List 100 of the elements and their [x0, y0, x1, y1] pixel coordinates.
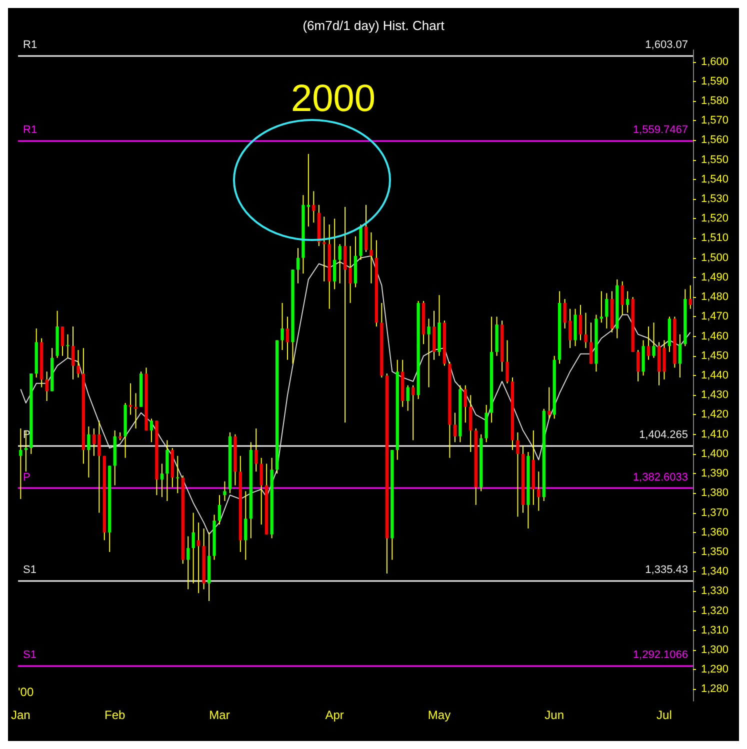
- candlestick: [678, 334, 682, 378]
- candlestick: [469, 394, 472, 452]
- candlestick: [537, 471, 540, 512]
- y-tick-label: 1,410: [701, 428, 729, 440]
- x-tick-label: Mar: [209, 708, 230, 722]
- candlestick: [160, 463, 164, 498]
- y-tick-label: 1,320: [701, 604, 729, 617]
- candlestick: [584, 312, 588, 349]
- candlestick: [192, 512, 195, 584]
- candlestick: [322, 216, 326, 282]
- ref-line-label: R1: [23, 124, 38, 136]
- y-tick-label: 1,390: [701, 468, 729, 480]
- y-tick-label: 1,280: [701, 683, 729, 696]
- candlestick: [589, 322, 593, 364]
- candlestick: [223, 480, 226, 502]
- candlestick: [453, 412, 457, 443]
- candlestick: [312, 190, 316, 224]
- x-tick-label: Feb: [104, 708, 126, 722]
- annotation: 2000: [291, 78, 376, 120]
- candlestick: [427, 318, 430, 388]
- candlestick: [286, 316, 290, 360]
- y-tick-label: 1,500: [701, 252, 729, 264]
- candlestick: [506, 340, 509, 384]
- annotation: 1,382.6033: [632, 472, 688, 484]
- annotation: 1,335.43: [645, 564, 688, 576]
- candlestick: [87, 426, 90, 478]
- candlestick: [244, 490, 248, 560]
- annotation: 1,292.1066: [632, 648, 688, 661]
- candlestick: [196, 522, 200, 594]
- candlestick: [134, 392, 138, 429]
- y-tick-label: 1,590: [701, 75, 729, 88]
- candlestick: [338, 244, 342, 284]
- y-tick-label: 1,540: [701, 173, 729, 186]
- ref-line-label: R1: [23, 39, 38, 52]
- y-tick-label: 1,520: [701, 212, 729, 225]
- annotation: 1,559.7467: [632, 124, 688, 136]
- y-tick-label: 1,450: [701, 350, 729, 362]
- y-tick-label: 1,480: [701, 291, 729, 304]
- y-tick-label: 1,600: [701, 56, 729, 68]
- candlestick: [306, 153, 310, 227]
- y-tick-label: 1,360: [701, 526, 729, 538]
- ref-line-label: S1: [23, 648, 37, 661]
- candlestick: [98, 420, 101, 514]
- candlestick: [218, 494, 222, 526]
- x-tick-label: Jul: [656, 708, 672, 722]
- candlestick: [662, 340, 666, 380]
- y-tick-label: 1,370: [701, 506, 729, 519]
- candlestick: [605, 292, 608, 329]
- x-tick-label: May: [428, 708, 451, 722]
- candlestick: [71, 326, 75, 380]
- candlestick: [343, 206, 347, 424]
- candlestick: [688, 284, 692, 310]
- y-tick-label: 1,570: [701, 114, 729, 127]
- candlestick: [364, 204, 368, 252]
- x-tick-label: Jun: [544, 708, 564, 722]
- y-tick-label: 1,510: [701, 232, 729, 244]
- y-tick-label: 1,530: [701, 193, 729, 206]
- candlestick: [186, 536, 190, 590]
- candlestick: [333, 218, 336, 290]
- y-tick-label: 1,580: [701, 94, 729, 107]
- candlestick: [254, 428, 258, 472]
- candlestick: [568, 308, 572, 349]
- candlestick: [176, 455, 180, 494]
- candlestick: [60, 326, 64, 356]
- candlestick: [464, 384, 467, 424]
- candlestick: [45, 371, 48, 402]
- candlestick: [516, 432, 520, 518]
- candlestick: [626, 290, 630, 314]
- annotation: 1,603.07: [645, 39, 688, 52]
- y-tick-label: 1,290: [701, 664, 729, 676]
- x-tick-label: Jan: [10, 708, 30, 722]
- candlestick: [636, 350, 640, 382]
- y-tick-label: 1,490: [701, 271, 729, 284]
- candlestick: [260, 457, 263, 526]
- candlestick: [296, 248, 300, 284]
- y-tick-label: 1,350: [701, 546, 729, 558]
- candlestick: [348, 246, 352, 304]
- x-tick-label: Apr: [325, 708, 344, 722]
- chart-title: (6m7d/1 day) Hist. Chart: [302, 18, 445, 33]
- candlestick: [370, 232, 373, 284]
- candlestick: [412, 384, 415, 441]
- candlestick: [600, 290, 604, 324]
- candlestick: [150, 418, 154, 443]
- candlestick: [19, 428, 22, 500]
- y-tick-label: 1,380: [701, 487, 729, 500]
- annotation: 1,404.265: [639, 429, 688, 442]
- ref-line-label: P: [23, 472, 30, 484]
- candlestick: [76, 350, 80, 378]
- annotation: '00: [18, 685, 34, 699]
- y-tick-label: 1,470: [701, 310, 729, 323]
- candlestick: [166, 440, 169, 502]
- candlestick: [563, 298, 566, 329]
- candlestick: [652, 322, 656, 358]
- candlestick: [406, 384, 410, 412]
- y-tick-label: 1,560: [701, 134, 729, 146]
- y-tick-label: 1,400: [701, 448, 729, 460]
- candlestick: [128, 382, 132, 416]
- y-tick-label: 1,440: [701, 370, 729, 382]
- y-tick-label: 1,310: [701, 624, 729, 636]
- y-tick-label: 1,300: [701, 644, 729, 656]
